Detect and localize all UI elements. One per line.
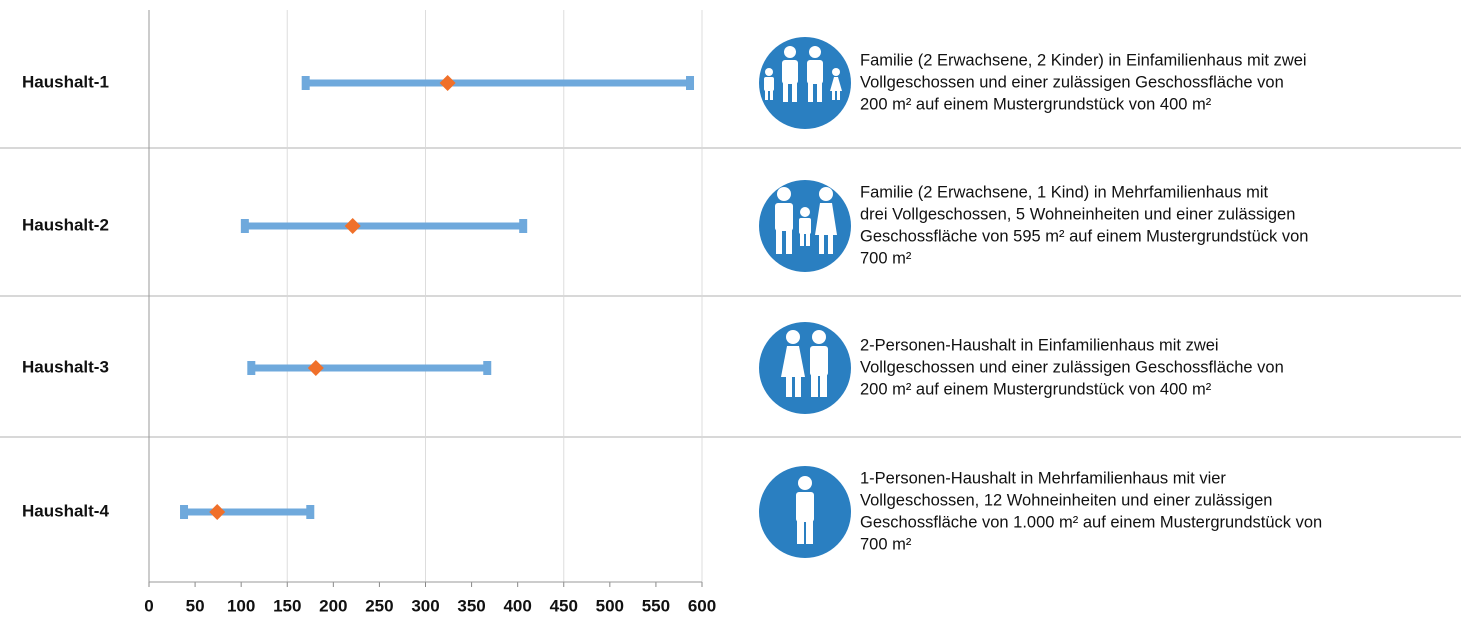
description-line: Vollgeschossen, 12 Wohneinheiten und ein… bbox=[860, 491, 1272, 509]
x-tick-label: 200 bbox=[319, 596, 347, 615]
x-tick-label: 0 bbox=[144, 596, 153, 615]
x-tick-label: 500 bbox=[596, 596, 624, 615]
icon bbox=[759, 322, 851, 414]
range-bar bbox=[184, 508, 311, 516]
range-high-cap bbox=[306, 505, 315, 519]
point bbox=[439, 75, 456, 91]
description-line: Familie (2 Erwachsene, 2 Kinder) in Einf… bbox=[860, 51, 1307, 69]
range-low-cap bbox=[240, 219, 249, 233]
icon-single bbox=[796, 476, 814, 544]
category-label: Haushalt-1 bbox=[22, 72, 109, 91]
description-line: 2-Personen-Haushalt in Einfamilienhaus m… bbox=[860, 336, 1219, 354]
x-tick-label: 600 bbox=[688, 596, 716, 615]
x-tick-label: 350 bbox=[457, 596, 485, 615]
description-line: 700 m² bbox=[860, 249, 912, 267]
description-line: Familie (2 Erwachsene, 1 Kind) in Mehrfa… bbox=[860, 183, 1268, 201]
description-line: drei Vollgeschossen, 5 Wohneinheiten und… bbox=[860, 205, 1295, 223]
description-line: Geschossfläche von 1.000 m² auf einem Mu… bbox=[860, 513, 1322, 531]
x-tick-label: 50 bbox=[186, 596, 205, 615]
range-low-cap bbox=[247, 361, 256, 375]
icon-family4 bbox=[764, 46, 842, 102]
range-bar bbox=[305, 79, 691, 87]
category-label: Haushalt-4 bbox=[22, 501, 109, 520]
point bbox=[209, 504, 226, 520]
range-bar bbox=[244, 222, 524, 230]
x-tick-label: 400 bbox=[503, 596, 531, 615]
description-line: Geschossfläche von 595 m² auf einem Must… bbox=[860, 227, 1308, 245]
x-tick-label: 550 bbox=[642, 596, 670, 615]
category-label: Haushalt-2 bbox=[22, 215, 109, 234]
description-line: Vollgeschossen und einer zulässigen Gesc… bbox=[860, 358, 1284, 376]
icons bbox=[759, 37, 851, 558]
icon-family3 bbox=[775, 187, 837, 254]
description-line: 200 m² auf einem Mustergrundstück von 40… bbox=[860, 95, 1212, 113]
x-tick-label: 150 bbox=[273, 596, 301, 615]
range-low-cap bbox=[301, 76, 310, 90]
category-label: Haushalt-3 bbox=[22, 357, 109, 376]
x-tick-label: 450 bbox=[550, 596, 578, 615]
description-line: Vollgeschossen und einer zulässigen Gesc… bbox=[860, 73, 1284, 91]
range-high-cap bbox=[686, 76, 695, 90]
x-tick-label: 250 bbox=[365, 596, 393, 615]
range-high-cap bbox=[483, 361, 492, 375]
x-tick-label: 100 bbox=[227, 596, 255, 615]
range-bar bbox=[251, 364, 488, 372]
icon-couple bbox=[781, 330, 828, 397]
range-high-cap bbox=[519, 219, 528, 233]
x-tick-label: 300 bbox=[411, 596, 439, 615]
range-low-cap bbox=[180, 505, 189, 519]
point bbox=[344, 218, 361, 234]
icon bbox=[759, 37, 851, 129]
point bbox=[307, 360, 324, 376]
description-line: 200 m² auf einem Mustergrundstück von 40… bbox=[860, 380, 1212, 398]
description-line: 1-Personen-Haushalt in Mehrfamilienhaus … bbox=[860, 469, 1226, 487]
description-line: 700 m² bbox=[860, 535, 912, 553]
